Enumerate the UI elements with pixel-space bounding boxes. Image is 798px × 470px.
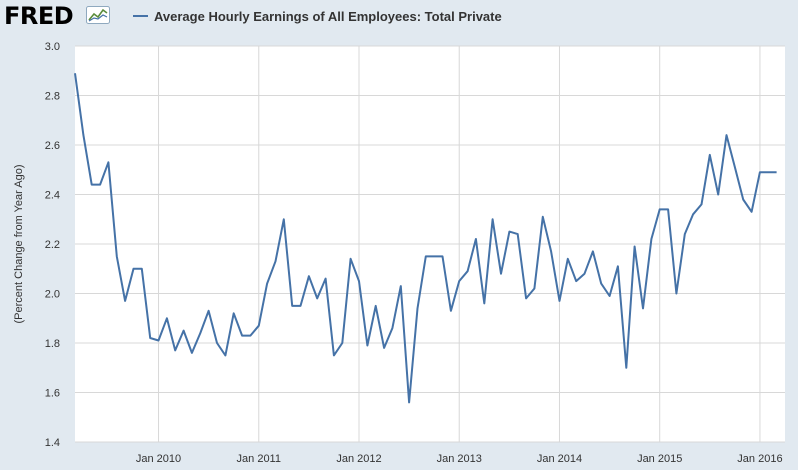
y-tick-label: 2.6 <box>45 140 60 152</box>
x-tick-label: Jan 2014 <box>537 453 582 465</box>
legend-label: Average Hourly Earnings of All Employees… <box>154 8 502 24</box>
y-tick-label: 3.0 <box>45 41 60 53</box>
y-tick-label: 1.6 <box>45 388 60 400</box>
y-axis-tick-labels: 1.4 1.6 1.8 2.0 2.2 2.4 2.6 2.8 3.0 <box>45 41 60 449</box>
x-tick-label: Jan 2012 <box>336 453 381 465</box>
y-tick-label: 1.8 <box>45 338 60 350</box>
legend-swatch <box>133 15 148 17</box>
chart-header: FRED Average Hourly Earnings of All Empl… <box>0 0 798 34</box>
y-axis-title: (Percent Change from Year Ago) <box>13 165 25 324</box>
y-tick-label: 2.0 <box>45 289 60 301</box>
gridlines <box>75 45 785 443</box>
x-tick-label: Jan 2013 <box>437 453 482 465</box>
fred-logo[interactable]: FRED <box>4 2 74 30</box>
chart-legend[interactable]: Average Hourly Earnings of All Employees… <box>133 7 502 25</box>
y-tick-label: 2.4 <box>45 190 60 202</box>
x-tick-label: Jan 2016 <box>737 453 782 465</box>
x-tick-label: Jan 2011 <box>237 453 281 465</box>
x-tick-label: Jan 2015 <box>637 453 682 465</box>
y-tick-label: 2.8 <box>45 91 60 103</box>
y-tick-label: 2.2 <box>45 239 60 251</box>
y-tick-label: 1.4 <box>45 437 60 449</box>
x-tick-label: Jan 2010 <box>136 453 181 465</box>
x-axis-tick-labels: Jan 2010 Jan 2011 Jan 2012 Jan 2013 Jan 2014… <box>136 453 783 465</box>
series-line[interactable] <box>74 73 777 404</box>
fred-trend-icon <box>86 6 110 24</box>
